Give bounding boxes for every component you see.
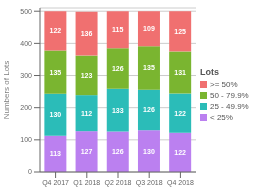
svg-text:136: 136: [81, 30, 93, 37]
svg-text:133: 133: [112, 107, 124, 114]
svg-text:0: 0: [28, 168, 32, 175]
svg-text:122: 122: [50, 27, 62, 34]
svg-text:131: 131: [174, 69, 186, 76]
svg-text:Q4 2018: Q4 2018: [167, 179, 194, 187]
svg-text:112: 112: [81, 110, 92, 117]
svg-text:135: 135: [50, 69, 62, 76]
svg-text:109: 109: [143, 25, 155, 32]
svg-text:Q3 2018: Q3 2018: [136, 179, 163, 187]
html-text:>= 50%: >= 50%: [210, 79, 238, 89]
svg-text:126: 126: [143, 106, 155, 113]
svg-text:113: 113: [50, 150, 61, 157]
svg-text:122: 122: [174, 149, 186, 156]
svg-text:130: 130: [143, 148, 155, 155]
svg-text:127: 127: [81, 148, 93, 155]
svg-text:126: 126: [112, 148, 124, 155]
svg-text:115: 115: [112, 26, 123, 33]
svg-text:400: 400: [20, 40, 32, 47]
svg-text:135: 135: [143, 64, 155, 71]
html-text:50 - 79.9%: 50 - 79.9%: [210, 90, 249, 100]
svg-text:125: 125: [174, 28, 186, 35]
svg-text:Q4 2017: Q4 2017: [42, 179, 69, 187]
svg-text:500: 500: [20, 8, 32, 15]
svg-text:123: 123: [81, 72, 93, 79]
html-text:Lots: Lots: [200, 66, 219, 77]
svg-text:300: 300: [20, 72, 32, 79]
svg-text:Numbers of Lots: Numbers of Lots: [8, 61, 11, 120]
svg-text:200: 200: [20, 104, 32, 111]
svg-text:Q2 2018: Q2 2018: [105, 179, 132, 187]
svg-text:100: 100: [20, 136, 32, 143]
svg-text:126: 126: [112, 65, 124, 72]
svg-text:Q1 2018: Q1 2018: [73, 179, 100, 187]
svg-text:122: 122: [174, 110, 186, 117]
html-text:< 25%: < 25%: [210, 112, 233, 122]
svg-text:130: 130: [50, 111, 62, 118]
html-text:25 - 49.9%: 25 - 49.9%: [210, 101, 249, 111]
